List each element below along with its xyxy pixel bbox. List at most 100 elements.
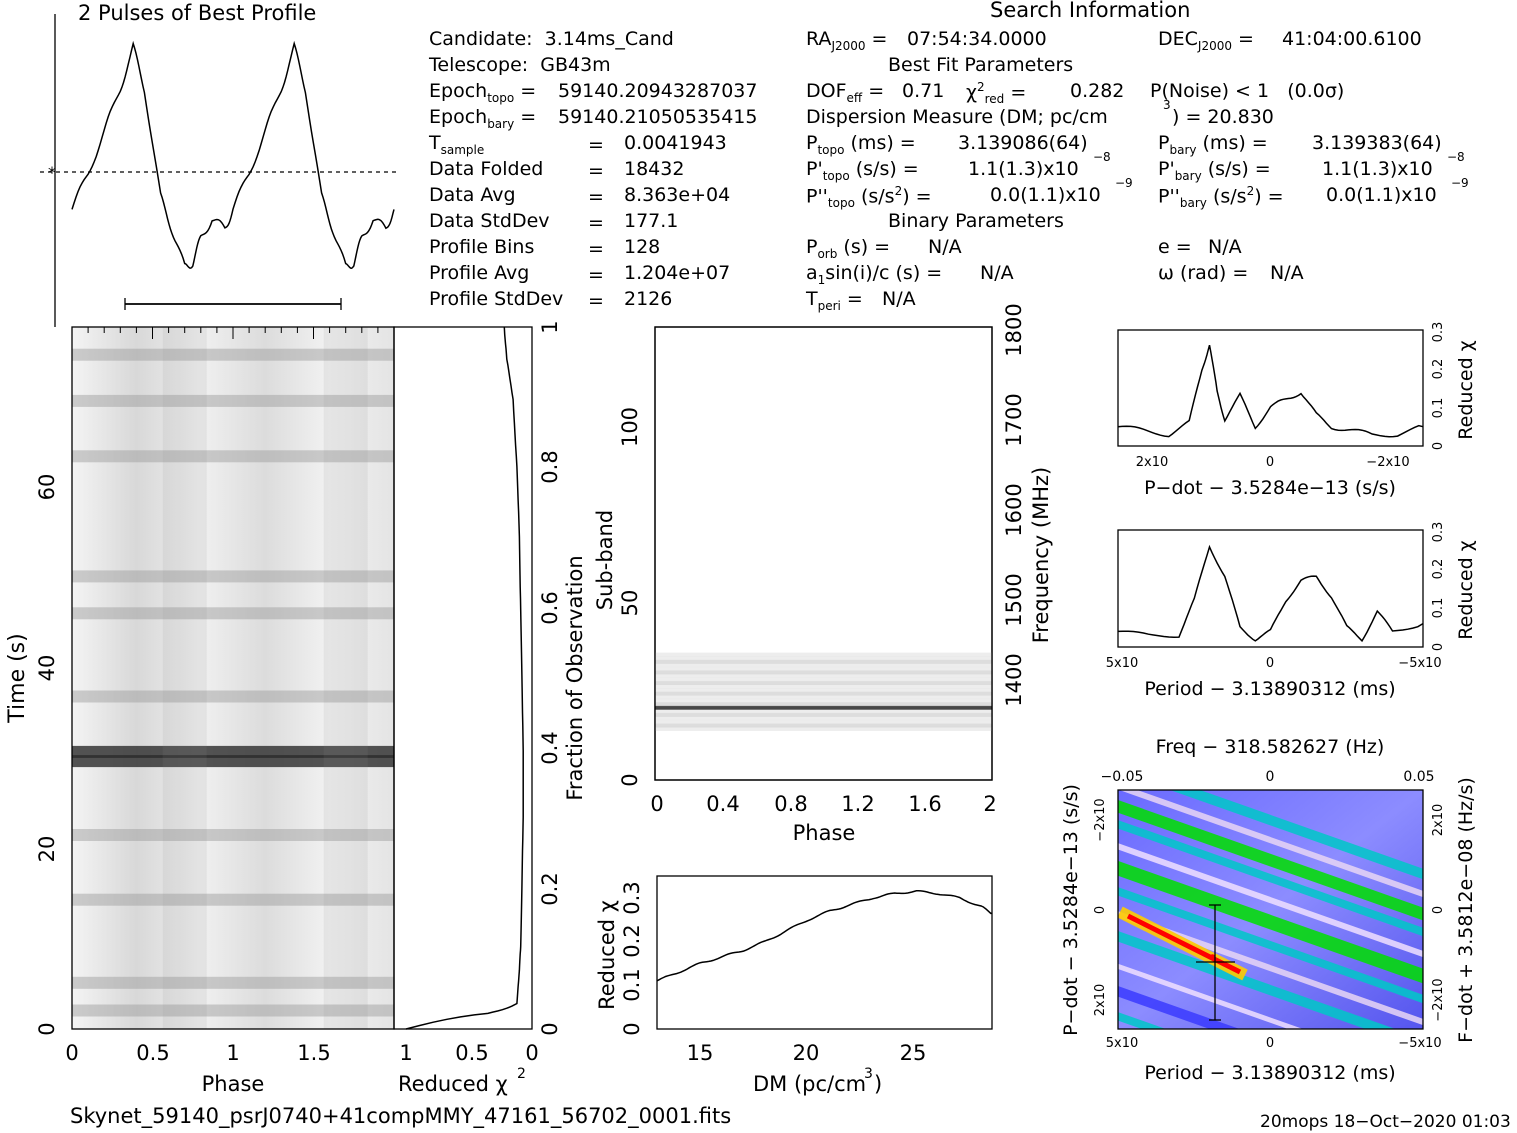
dm-panel: 15 20 25 DM (pc/cm 3 ) 0 0.1 0.2 0.3 Red… <box>595 875 993 1096</box>
subband-row <box>655 684 992 689</box>
time-phase-band <box>72 348 394 361</box>
time-phase-band <box>72 976 394 989</box>
contour-rtick-1: 0 <box>1431 906 1446 914</box>
dof-value: 0.71 <box>902 80 945 102</box>
subband-row <box>655 688 992 692</box>
contour-title: Freq − 318.582627 (Hz) <box>1156 736 1385 758</box>
search-info-title: Search Information <box>990 0 1191 22</box>
contour-rtick-2: −2x10 <box>1431 978 1446 1021</box>
chi2-time-ytick-4: 0.8 <box>538 450 562 483</box>
contour-best-fit-point <box>1209 954 1216 961</box>
contour-xtick-2: −5x10 <box>1398 1036 1441 1051</box>
contour-bands <box>1118 790 1423 1029</box>
data-avg-label: Data Avg <box>429 184 516 206</box>
profile-avg-label: Profile Avg <box>429 262 530 284</box>
a1sini-label: a1sin(i)/c (s) = <box>806 262 949 287</box>
tperi-label: Tperi = <box>806 288 869 313</box>
chi2-time-series-line <box>405 326 524 1030</box>
contour-ylabel-right: F−dot + 3.5812e−08 (Hz/s) <box>1455 777 1477 1043</box>
pd-topo-value: 1.1(1.3)x10 <box>968 158 1079 180</box>
period-xtick-0: 5x10 <box>1106 656 1139 671</box>
epoch-topo-label: Epochtopo = <box>429 80 537 105</box>
time-phase-xlabel: Phase <box>202 1072 265 1096</box>
time-phase-ytick-1: 20 <box>35 836 59 863</box>
contour-ytick-2: 2x10 <box>1093 984 1108 1017</box>
contour-peak <box>1126 913 1242 975</box>
profile-bins-label: Profile Bins <box>429 236 535 258</box>
e-value: N/A <box>1208 236 1242 258</box>
pdot-xtick-0: 2x10 <box>1136 455 1169 470</box>
pdd-bary-label: P''bary (s/s2) = <box>1158 184 1290 211</box>
time-phase-band <box>72 893 394 906</box>
subband-row <box>655 673 992 678</box>
subband-row <box>655 726 992 731</box>
time-phase-band <box>72 570 394 583</box>
time-phase-band <box>72 745 394 758</box>
period-xtick-1: 0 <box>1266 656 1274 671</box>
period-ytick-2: 0.2 <box>1431 559 1446 580</box>
dm-xtick-2: 25 <box>900 1041 927 1065</box>
dm-xtick-1: 20 <box>793 1041 820 1065</box>
subband-row <box>655 716 992 721</box>
contour-xtick-0: 5x10 <box>1106 1036 1139 1051</box>
p-topo-value: 3.139086(64) <box>958 132 1088 154</box>
p-bary-label: Pbary (ms) = <box>1158 132 1274 157</box>
subband-ylabel-right: Frequency (MHz) <box>1029 467 1053 643</box>
binary-title: Binary Parameters <box>888 210 1064 232</box>
subband-row <box>655 695 992 700</box>
footer-filename: Skynet_59140_psrJ0740+41compMMY_47161_56… <box>70 1104 731 1129</box>
contour-streak <box>1118 843 1423 958</box>
subband-ylabel: Sub-band <box>593 510 617 610</box>
tperi-value: N/A <box>882 288 916 310</box>
equals-column: = = = = = = = <box>588 134 604 312</box>
pdot-series-line <box>1117 345 1424 438</box>
p-bary-value: 3.139383(64) <box>1312 132 1442 154</box>
pdot-xtick-1: 0 <box>1266 455 1274 470</box>
ra-label: RAJ2000 = <box>806 28 894 53</box>
tsample-label: Tsample <box>429 132 485 157</box>
subband-row <box>655 702 992 707</box>
pdot-ytick-2: 0.2 <box>1431 359 1446 380</box>
time-phase-ytick-3: 60 <box>35 474 59 501</box>
contour-streak <box>1119 790 1423 898</box>
pd-topo-exp: −8 <box>1093 150 1111 164</box>
chi2-time-ytick-5: 1 <box>538 320 562 333</box>
contour-streak <box>1118 799 1423 921</box>
pd-bary-value: 1.1(1.3)x10 <box>1322 158 1433 180</box>
dec-value: 41:04:00.6100 <box>1282 28 1422 50</box>
period-panel: 5x10 0 −5x10 Period − 3.13890312 (ms) 0 … <box>1106 522 1477 700</box>
period-xlabel: Period − 3.13890312 (ms) <box>1144 678 1395 700</box>
subband-row <box>655 652 992 657</box>
pdd-bary-value: 0.0(1.1)x10 <box>1326 184 1437 206</box>
subband-rtick-0: 1400 <box>1002 653 1026 706</box>
contour-streak <box>1169 790 1423 880</box>
time-phase-heatmap-bg <box>72 327 394 1029</box>
contour-ylabel: P−dot − 3.5284e−13 (s/s) <box>1060 784 1082 1036</box>
dm-line-label: Dispersion Measure (DM; pc/cm <box>806 106 1108 128</box>
time-phase-xtick-0: 0 <box>65 1041 78 1065</box>
subband-xtick-4: 1.6 <box>908 792 941 816</box>
pd-topo-label: P'topo (s/s) = <box>806 158 925 183</box>
chi2-time-xtick-1: 0.5 <box>455 1041 488 1065</box>
dof-label: DOFeff = <box>806 80 891 105</box>
omega-value: N/A <box>1270 262 1304 284</box>
dm-line-value: ) = 20.830 <box>1172 106 1274 128</box>
profile-stddev-label: Profile StdDev <box>429 288 564 310</box>
profile-title: 2 Pulses of Best Profile <box>78 1 316 25</box>
chi2-time-ytick-2: 0.4 <box>538 731 562 764</box>
dm-xlabel-sup: 3 <box>864 1066 873 1082</box>
subband-row <box>655 666 992 671</box>
contour-toptick-2: 0.05 <box>1403 769 1434 785</box>
data-stddev-value: 177.1 <box>624 210 679 232</box>
time-phase-band <box>72 607 394 620</box>
subband-row <box>655 691 992 696</box>
time-phase-panel: 0 0.5 1 1.5 Phase 0 20 40 60 Time (s) <box>5 326 395 1096</box>
chi2-time-xlabel: Reduced χ <box>398 1072 508 1096</box>
chi2-time-panel: 1 0.5 0 Reduced χ 2 0 0.2 0.4 0.6 0.8 1 … <box>393 320 587 1096</box>
subband-ytick-0: 0 <box>618 773 642 786</box>
footer-stamp: 20mops 18−Oct−2020 01:03 <box>1260 1112 1511 1132</box>
contour-xtick-1: 0 <box>1266 1036 1274 1051</box>
profile-bins-value: 128 <box>624 236 661 258</box>
subband-row <box>655 677 992 682</box>
time-phase-band <box>72 450 394 463</box>
